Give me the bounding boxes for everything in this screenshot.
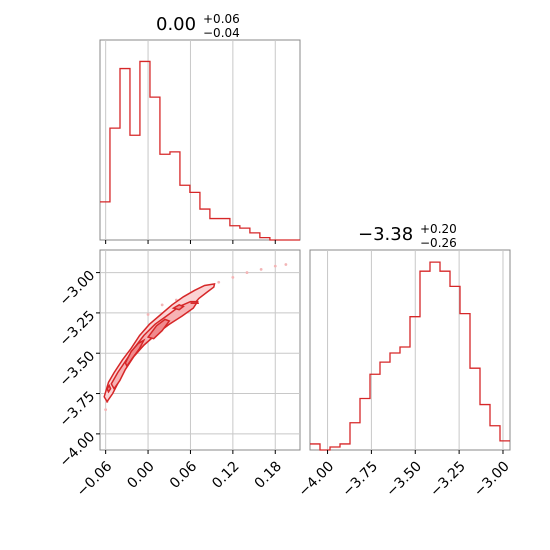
contour-sample-point-5 [217,280,221,284]
contour-level-inner-b [146,318,171,340]
contour-sample-point-10 [284,263,288,266]
hist2-title-main: −3.38 [358,224,413,245]
contour-xtick-label-0: −0.06 [74,458,116,500]
hist2-gridlines [327,250,504,450]
hist2-title-sup: +0.20 [420,222,457,236]
hist1-title-main: 0.00 [156,14,196,35]
contour-marks [103,263,288,412]
contour-blob-small [106,383,112,394]
contour-xtick-label-2: 0.06 [167,458,200,491]
contour-sample-point-6 [231,276,235,279]
hist2-ticks: −4.00 −3.75 −3.50 −3.25 −3.00 [296,450,513,500]
contour-tail-point-0 [104,408,108,412]
contour-ytick-label-1: −3.25 [57,308,99,350]
contour-ytick-label-4: −4.00 [57,429,99,471]
hist2-tick-label-4: −3.00 [471,458,513,500]
contour-blob-right [171,303,185,311]
contour-ytick-label-2: −3.50 [57,348,99,390]
contour-xtick-label-4: 0.18 [252,458,285,491]
contour-sample-point-0 [146,313,150,316]
hist2-tick-label-2: −3.50 [383,458,425,500]
hist1-ticks [105,240,276,244]
hist1-gridlines [105,40,276,240]
contour-xtick-label-1: 0.00 [124,458,157,491]
contour-ytick-label-0: −3.00 [57,268,99,310]
contour-panel: −0.06 0.00 0.06 0.12 0.18 −3.00−3.25−3.50−3.7… [57,249,301,500]
contour-sample-point-9 [273,264,277,268]
histogram-param-2: −4.00 −3.75 −3.50 −3.25 −3.00 −3.38 +0.20 −0… [296,222,513,500]
hist2-frame [309,249,511,451]
hist2-step-line [310,261,510,451]
contour-xtick-label-3: 0.12 [209,458,242,491]
hist2-tick-label-1: −3.75 [340,458,382,500]
hist2-tick-label-0: −4.00 [296,458,338,500]
hist1-title-sub: −0.04 [203,26,240,40]
contour-sample-point-7 [245,271,249,274]
contour-level-inner-a [124,338,146,368]
hist1-title-sup: +0.06 [203,12,240,26]
contour-sample-point-1 [160,303,164,307]
contour-ytick-label-3: −3.75 [57,389,99,431]
histogram-param-1: 0.00 +0.06 −0.04 [99,12,301,244]
hist1-step-line [100,60,300,241]
hist2-tick-label-3: −3.25 [427,458,469,500]
hist2-title-sub: −0.26 [420,236,457,250]
contour-sample-point-8 [259,267,263,271]
